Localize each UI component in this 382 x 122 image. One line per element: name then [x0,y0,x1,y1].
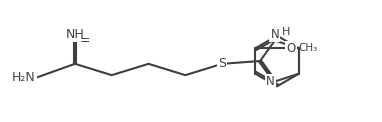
Text: O: O [286,42,296,55]
Text: H₂N: H₂N [11,71,36,84]
Text: CH₃: CH₃ [299,43,318,53]
Text: NH: NH [66,28,84,41]
Text: N: N [266,75,275,88]
Text: S: S [218,57,226,70]
Text: H: H [282,27,291,37]
Text: =: = [79,34,90,47]
Text: N: N [270,28,279,41]
